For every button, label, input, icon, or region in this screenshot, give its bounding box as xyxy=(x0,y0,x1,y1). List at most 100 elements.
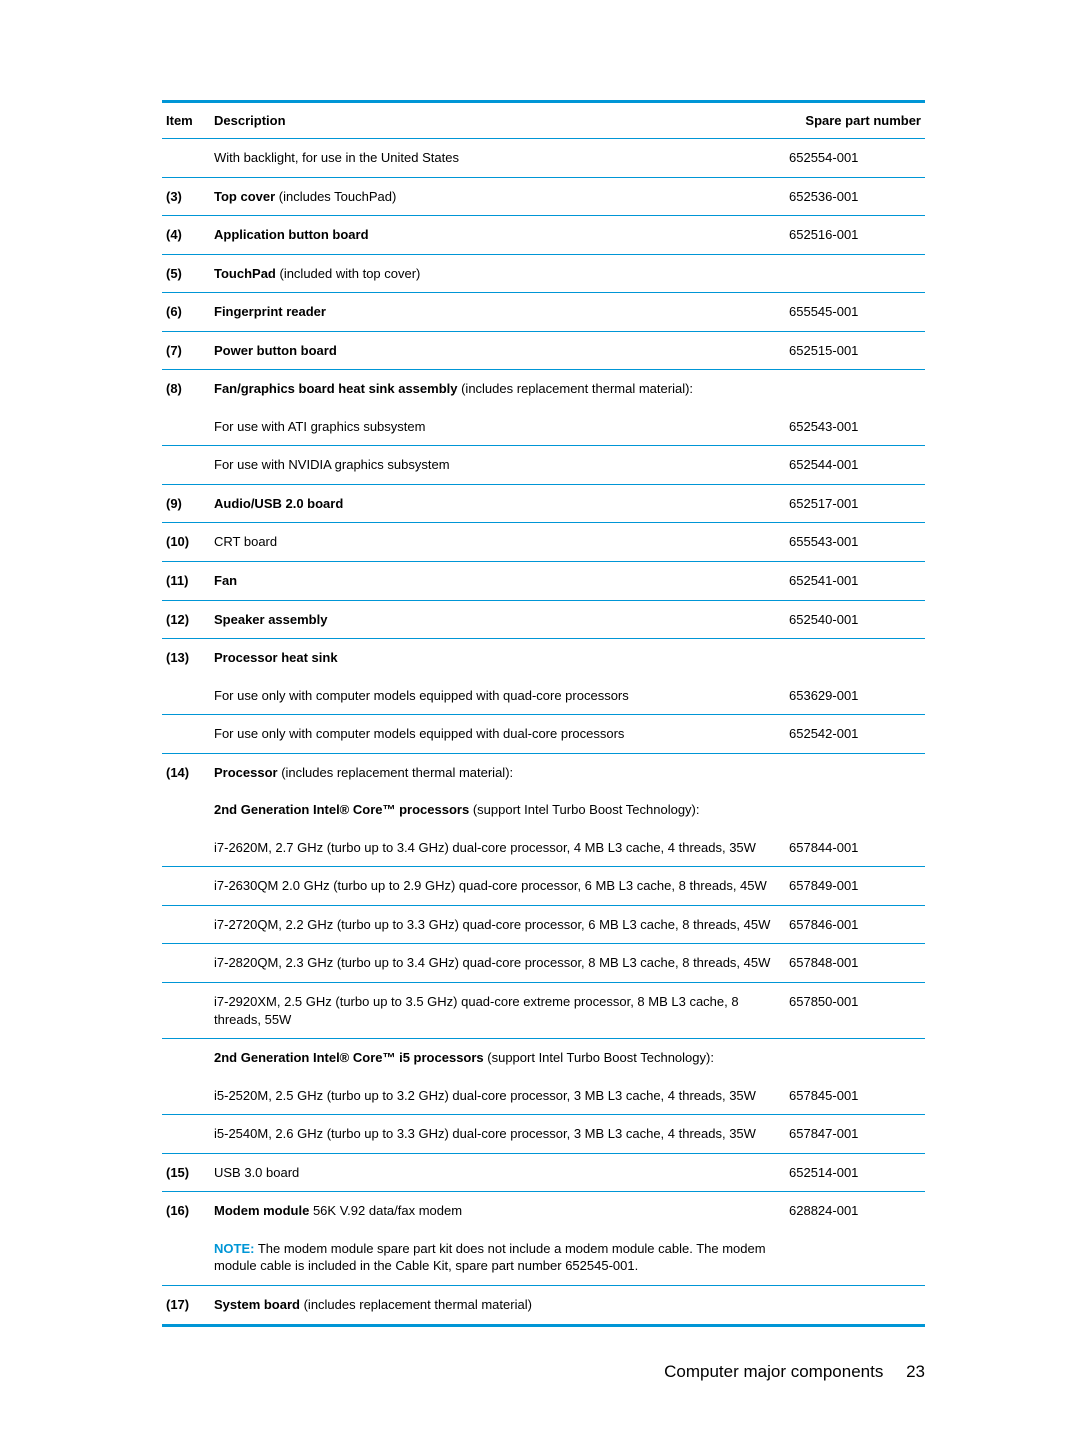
table-row: 2nd Generation Intel® Core™ i5 processor… xyxy=(162,1039,925,1077)
cell-part-number: 652541-001 xyxy=(785,562,925,601)
table-row: 2nd Generation Intel® Core™ processors (… xyxy=(162,791,925,829)
table-row: i5-2540M, 2.6 GHz (turbo up to 3.3 GHz) … xyxy=(162,1115,925,1154)
cell-part-number: 652517-001 xyxy=(785,484,925,523)
table-row: i7-2820QM, 2.3 GHz (turbo up to 3.4 GHz)… xyxy=(162,944,925,983)
table-row: For use with ATI graphics subsystem65254… xyxy=(162,408,925,446)
table-row: (3)Top cover (includes TouchPad)652536-0… xyxy=(162,177,925,216)
cell-description: Power button board xyxy=(210,331,785,370)
cell-item xyxy=(162,791,210,829)
table-row: (7) Power button board 652515-001 xyxy=(162,331,925,370)
cell-item xyxy=(162,944,210,983)
cell-description: USB 3.0 board xyxy=(210,1153,785,1192)
cell-description: Application button board xyxy=(210,216,785,255)
cell-item xyxy=(162,1230,210,1286)
cell-description: CRT board xyxy=(210,523,785,562)
table-row: (9)Audio/USB 2.0 board652517-001 xyxy=(162,484,925,523)
cell-item: (3) xyxy=(162,177,210,216)
cell-description: For use only with computer models equipp… xyxy=(210,677,785,715)
cell-description: Fingerprint reader xyxy=(210,293,785,332)
cell-description: For use only with computer models equipp… xyxy=(210,715,785,754)
cell-description: Audio/USB 2.0 board xyxy=(210,484,785,523)
cell-part-number xyxy=(785,1285,925,1325)
cell-description: Fan/graphics board heat sink assembly (i… xyxy=(210,370,785,408)
cell-part-number xyxy=(785,791,925,829)
cell-description: 2nd Generation Intel® Core™ processors (… xyxy=(210,791,785,829)
cell-part-number xyxy=(785,254,925,293)
cell-item: (4) xyxy=(162,216,210,255)
cell-item: (8) xyxy=(162,370,210,408)
table-row: i5-2520M, 2.5 GHz (turbo up to 3.2 GHz) … xyxy=(162,1077,925,1115)
table-row: i7-2920XM, 2.5 GHz (turbo up to 3.5 GHz)… xyxy=(162,983,925,1039)
cell-item xyxy=(162,677,210,715)
table-row: i7-2620M, 2.7 GHz (turbo up to 3.4 GHz) … xyxy=(162,829,925,867)
cell-item: (12) xyxy=(162,600,210,639)
cell-item: (16) xyxy=(162,1192,210,1230)
table-row: (11)Fan652541-001 xyxy=(162,562,925,601)
desc-bold: Modem module xyxy=(214,1203,309,1218)
desc-bold: 2nd Generation Intel® Core™ processors xyxy=(214,802,469,817)
cell-part-number: 655543-001 xyxy=(785,523,925,562)
cell-item: (15) xyxy=(162,1153,210,1192)
page-footer: Computer major components 23 xyxy=(664,1362,925,1382)
cell-description: i7-2820QM, 2.3 GHz (turbo up to 3.4 GHz)… xyxy=(210,944,785,983)
cell-description: Speaker assembly xyxy=(210,600,785,639)
cell-part-number: 652540-001 xyxy=(785,600,925,639)
cell-item: (9) xyxy=(162,484,210,523)
desc-bold: Fan xyxy=(214,573,237,588)
cell-part-number: 652515-001 xyxy=(785,331,925,370)
cell-item xyxy=(162,1039,210,1077)
cell-part-number: 628824-001 xyxy=(785,1192,925,1230)
desc-bold: Top cover xyxy=(214,189,275,204)
cell-part-number: 652554-001 xyxy=(785,139,925,178)
cell-item xyxy=(162,867,210,906)
cell-description: Modem module 56K V.92 data/fax modem xyxy=(210,1192,785,1230)
cell-item: (14) xyxy=(162,753,210,791)
cell-description: Fan xyxy=(210,562,785,601)
cell-description: For use with NVIDIA graphics subsystem xyxy=(210,446,785,485)
table-row: For use with NVIDIA graphics subsystem65… xyxy=(162,446,925,485)
cell-item: (7) xyxy=(162,331,210,370)
note-label: NOTE: xyxy=(214,1241,254,1256)
table-row: NOTE: The modem module spare part kit do… xyxy=(162,1230,925,1286)
cell-description: For use with ATI graphics subsystem xyxy=(210,408,785,446)
cell-part-number: 657847-001 xyxy=(785,1115,925,1154)
cell-description: TouchPad (included with top cover) xyxy=(210,254,785,293)
table-row: (8)Fan/graphics board heat sink assembly… xyxy=(162,370,925,408)
cell-item xyxy=(162,715,210,754)
cell-item xyxy=(162,139,210,178)
desc-bold: Processor xyxy=(214,765,278,780)
footer-page-number: 23 xyxy=(906,1362,925,1381)
parts-table: Item Description Spare part number With … xyxy=(162,100,925,1327)
cell-description: System board (includes replacement therm… xyxy=(210,1285,785,1325)
cell-description: Top cover (includes TouchPad) xyxy=(210,177,785,216)
cell-part-number: 657844-001 xyxy=(785,829,925,867)
cell-description: NOTE: The modem module spare part kit do… xyxy=(210,1230,785,1286)
desc-bold: Power button board xyxy=(214,343,337,358)
cell-item xyxy=(162,1115,210,1154)
cell-part-number: 653629-001 xyxy=(785,677,925,715)
cell-part-number: 652544-001 xyxy=(785,446,925,485)
cell-item xyxy=(162,905,210,944)
cell-description: 2nd Generation Intel® Core™ i5 processor… xyxy=(210,1039,785,1077)
table-row: (12) Speaker assembly 652540-001 xyxy=(162,600,925,639)
cell-description: i7-2620M, 2.7 GHz (turbo up to 3.4 GHz) … xyxy=(210,829,785,867)
cell-item xyxy=(162,983,210,1039)
desc-bold: 2nd Generation Intel® Core™ i5 processor… xyxy=(214,1050,484,1065)
cell-item: (17) xyxy=(162,1285,210,1325)
cell-part-number xyxy=(785,370,925,408)
cell-description: Processor heat sink xyxy=(210,639,785,677)
desc-bold: Application button board xyxy=(214,227,369,242)
cell-part-number: 657850-001 xyxy=(785,983,925,1039)
table-row: For use only with computer models equipp… xyxy=(162,677,925,715)
page-content: Item Description Spare part number With … xyxy=(0,0,1080,1382)
cell-item xyxy=(162,829,210,867)
cell-item: (6) xyxy=(162,293,210,332)
cell-description: i7-2630QM 2.0 GHz (turbo up to 2.9 GHz) … xyxy=(210,867,785,906)
cell-item: (5) xyxy=(162,254,210,293)
cell-item xyxy=(162,446,210,485)
table-row: (4)Application button board652516-001 xyxy=(162,216,925,255)
table-row: (13)Processor heat sink xyxy=(162,639,925,677)
cell-part-number xyxy=(785,639,925,677)
desc-bold: Speaker assembly xyxy=(214,612,327,627)
cell-part-number: 657845-001 xyxy=(785,1077,925,1115)
